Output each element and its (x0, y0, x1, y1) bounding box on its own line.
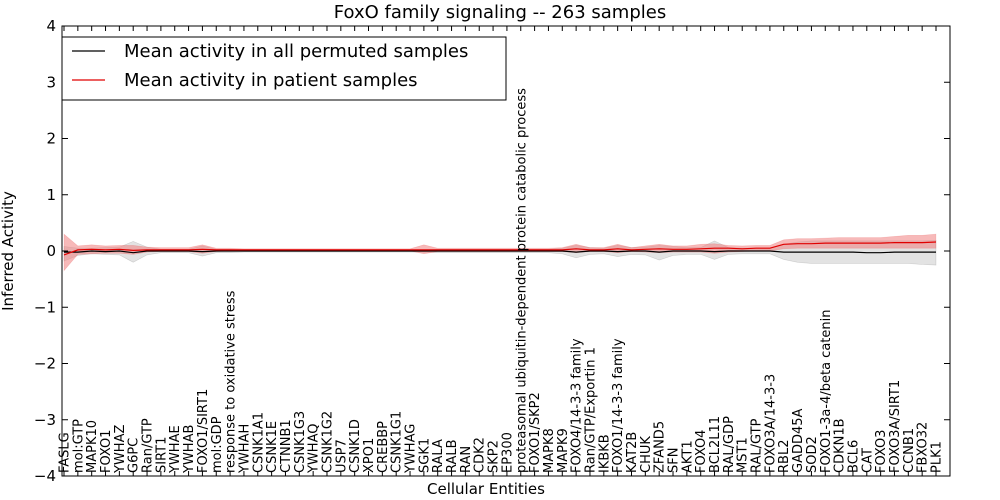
x-category-label: CSNK1G2 (321, 411, 336, 473)
y-tick-label: 3 (46, 73, 56, 91)
x-category-label: CDK2 (473, 437, 488, 473)
x-category-label: YWHAG (404, 424, 419, 474)
x-category-label: ZFAND5 (653, 421, 668, 473)
x-category-label: SKP2 (487, 440, 502, 473)
x-category-label: FOXO1 (99, 430, 114, 473)
x-category-label: FOXO4 (694, 430, 709, 473)
x-category-label: XPO1 (362, 438, 377, 473)
x-category-label: YWHAH (237, 424, 252, 474)
x-category-label: G6PC (127, 438, 142, 473)
series-lines (63, 241, 937, 256)
x-category-label: CHUK (639, 436, 654, 473)
x-category-label: CSNK1E (265, 421, 280, 473)
x-category-label: YWHAQ (307, 424, 322, 474)
x-category-label: RBL2 (777, 440, 792, 473)
x-category-label: Ran/GTP/Exportin 1 (584, 347, 599, 473)
x-category-label: mol:GTP (71, 419, 86, 473)
y-axis: 4 3 2 1 0 −1 −2 −3 −4 (34, 17, 950, 485)
x-category-label: MST1 (736, 437, 751, 473)
x-category-label: RALA (431, 439, 446, 473)
x-category-label: CDKN1B (833, 418, 848, 473)
x-category-label: YWHAZ (113, 425, 128, 474)
legend-box (61, 36, 507, 101)
x-axis: FASLGmol:GTPMAPK10FOXO1YWHAZG6PCRan/GTPS… (58, 26, 945, 476)
x-category-label: CSNK1A1 (251, 412, 266, 473)
x-category-label: SOD2 (805, 436, 820, 473)
x-category-label: USP7 (334, 439, 349, 473)
x-category-label: FOXO3A/SIRT1 (888, 380, 903, 473)
x-category-label: mol:GDP (210, 416, 225, 473)
x-category-label: GADD45A (791, 408, 806, 473)
legend-label-patient: Mean activity in patient samples (124, 70, 418, 91)
x-category-label: MAPK10 (85, 420, 100, 473)
y-tick-label: 4 (46, 17, 56, 35)
x-category-label: FOXO1/14-3-3 family (611, 338, 626, 473)
x-axis-title: Cellular Entities (427, 480, 545, 498)
x-category-label: Ran/GTP (141, 418, 156, 473)
x-category-label: CSNK1G3 (293, 411, 308, 473)
x-category-label: FOXO3 (874, 430, 889, 473)
x-category-label: IKBKB (597, 434, 612, 473)
x-category-label: RAL/GTP (750, 418, 765, 473)
x-category-label: RALB (445, 439, 460, 473)
y-tick-label: 1 (46, 186, 56, 204)
line-series-1 (63, 241, 937, 256)
y-tick-label: 0 (46, 242, 56, 260)
y-axis-title: Inferred Activity (0, 191, 17, 311)
x-category-label: KAT2B (625, 432, 640, 473)
x-category-label: CREBBP (376, 421, 391, 473)
y-tick-label: −1 (34, 298, 56, 316)
legend: Mean activity in all permuted samples Me… (61, 36, 507, 101)
line-series-0 (64, 250, 936, 254)
x-category-label: MAPK9 (556, 428, 571, 473)
x-category-label: EP300 (500, 432, 515, 473)
x-category-label: FBXO32 (916, 422, 931, 473)
x-category-label: FOXO4/14-3-3 family (570, 338, 585, 473)
x-category-label: CSNK1G1 (390, 411, 405, 473)
x-category-label: CTNNB1 (279, 419, 294, 473)
x-category-label: BCL6 (847, 440, 862, 473)
x-category-label: PLK1 (930, 441, 945, 473)
x-category-label: BCL2L11 (708, 416, 723, 473)
x-category-label: response to oxidative stress (224, 290, 239, 473)
x-category-label: FASLG (58, 432, 73, 473)
x-category-label: SGK1 (417, 438, 432, 473)
x-category-label: FOXO1/SKP2 (528, 392, 543, 473)
x-category-label: FOXO1-3a-4/beta catenin (819, 310, 834, 473)
x-category-label: YWHAE (168, 425, 183, 474)
x-category-label: AKT1 (680, 440, 695, 473)
x-category-label: CAT (860, 448, 875, 473)
x-category-label: RAL/GDP (722, 416, 737, 473)
x-category-label: CCNB1 (902, 428, 917, 473)
x-category-label: YWHAB (182, 425, 197, 474)
x-category-label: SIRT1 (154, 437, 169, 473)
legend-label-permuted: Mean activity in all permuted samples (124, 41, 468, 62)
x-category-label: proteasomal ubiquitin-dependent protein … (514, 88, 529, 473)
x-category-label: RAN (459, 446, 474, 473)
x-category-label: FOXO3A/14-3-3 (763, 374, 778, 473)
y-tick-label: −3 (34, 411, 56, 429)
y-tick-label: 2 (46, 130, 56, 148)
y-tick-label: −4 (34, 467, 56, 485)
x-category-label: MAPK8 (542, 428, 557, 473)
x-category-label: SFN (667, 448, 682, 473)
x-category-label: FOXO1/SIRT1 (196, 389, 211, 473)
chart-title: FoxO family signaling -- 263 samples (334, 2, 666, 23)
y-tick-label: −2 (34, 355, 56, 373)
x-category-label: CSNK1D (348, 419, 363, 473)
